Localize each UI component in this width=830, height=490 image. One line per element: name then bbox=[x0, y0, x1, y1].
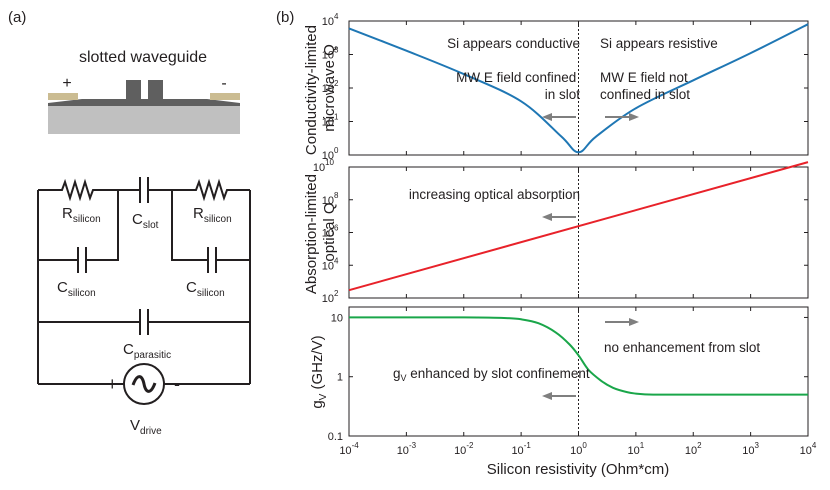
y-tick-label: 104 bbox=[322, 256, 339, 272]
waveguide-illustration: slotted waveguide + - bbox=[48, 49, 240, 134]
source-plus-sign: + bbox=[107, 374, 118, 394]
y-tick-label: 106 bbox=[322, 224, 339, 240]
x-tick-label: 102 bbox=[685, 441, 702, 457]
y-ticks: 102 104 106 108 1010 bbox=[313, 158, 809, 305]
x-ticks: 10-4 10-3 10-2 10-1 100 101 102 103 104 bbox=[339, 441, 817, 457]
y-tick-label: 101 bbox=[322, 113, 339, 129]
arrow-left bbox=[542, 113, 576, 121]
series-line bbox=[348, 23, 809, 154]
equivalent-circuit bbox=[37, 177, 251, 405]
arrow-left bbox=[542, 213, 576, 221]
x-tick-label: 10-1 bbox=[511, 441, 531, 457]
y-tick-label: 10 bbox=[331, 312, 343, 324]
c-silicon-right-label: Csilicon bbox=[186, 279, 225, 299]
x-tick-label: 103 bbox=[742, 441, 759, 457]
annotation-optical-absorption: increasing optical absorption bbox=[409, 187, 580, 202]
x-tick-label: 10-3 bbox=[397, 441, 417, 457]
y-tick-label: 103 bbox=[322, 46, 339, 62]
y-tick-label: 0.1 bbox=[328, 431, 343, 443]
annotation-field-confined: MW E field confined in slot bbox=[456, 70, 580, 102]
panel-a-label: (a) bbox=[8, 9, 26, 26]
minus-sign: - bbox=[221, 75, 226, 92]
plot-gv: 0.1 1 10 10-4 10-3 10-2 10-1 100 101 102 103 104 g… bbox=[309, 306, 817, 478]
y-tick-label: 108 bbox=[322, 191, 339, 207]
plot-optical-q: 102 104 106 108 1010 Absorption-limited opti… bbox=[303, 158, 809, 305]
y-axis-label: Absorption-limited optical Q bbox=[303, 170, 338, 294]
y-ticks: 0.1 1 10 bbox=[328, 307, 809, 443]
y-ticks: 100 101 102 103 104 bbox=[322, 12, 809, 162]
arrow-right bbox=[605, 113, 639, 121]
y-axis-label: Conductivity-limited microwave Q bbox=[303, 21, 338, 155]
v-drive-label: Vdrive bbox=[130, 417, 162, 437]
y-tick-label: 1010 bbox=[313, 158, 335, 174]
y-tick-label: 102 bbox=[322, 289, 339, 305]
plus-sign: + bbox=[62, 75, 71, 92]
r-silicon-right-label: Rsilicon bbox=[193, 205, 232, 225]
panel-b-label: (b) bbox=[276, 9, 294, 26]
ac-symbol bbox=[131, 375, 157, 393]
waveguide-title: slotted waveguide bbox=[79, 49, 207, 66]
annotation-si-resistive: Si appears resistive bbox=[600, 36, 718, 51]
c-silicon-left-label: Csilicon bbox=[57, 279, 96, 299]
annotation-field-not-confined: MW E field not confined in slot bbox=[600, 70, 692, 102]
source-minus-sign: - bbox=[174, 374, 180, 394]
silicon-slab bbox=[48, 80, 240, 106]
x-tick-label: 104 bbox=[800, 441, 817, 457]
x-tick-label: 10-4 bbox=[339, 441, 359, 457]
annotation-no-enhancement: no enhancement from slot bbox=[604, 340, 760, 355]
series-line bbox=[348, 161, 809, 292]
r-silicon-left-label: Rsilicon bbox=[62, 205, 101, 225]
left-electrode bbox=[48, 93, 78, 100]
resistor-left bbox=[38, 178, 140, 202]
x-axis-label: Silicon resistivity (Ohm*cm) bbox=[487, 461, 670, 478]
x-tick-label: 100 bbox=[570, 441, 587, 457]
arrow-right bbox=[605, 318, 639, 326]
y-tick-label: 102 bbox=[322, 79, 339, 95]
x-tick-label: 10-2 bbox=[454, 441, 474, 457]
y-tick-label: 100 bbox=[322, 146, 339, 162]
y-axis-label: gV (GHz/V) bbox=[309, 335, 329, 408]
right-electrode bbox=[210, 93, 240, 100]
panel-a: (a) slotted waveguide + - bbox=[8, 9, 251, 437]
c-slot-label: Cslot bbox=[132, 211, 159, 231]
resistor-right bbox=[148, 178, 250, 202]
plot-microwave-q: 100 101 102 103 104 Conductivity-limited mic… bbox=[303, 12, 809, 162]
substrate bbox=[48, 106, 240, 134]
c-parasitic-label: Cparasitic bbox=[123, 341, 171, 361]
x-tick-label: 101 bbox=[628, 441, 645, 457]
annotation-gv-enhanced: gV enhanced by slot confinement bbox=[393, 366, 590, 383]
series-line bbox=[349, 316, 808, 396]
y-tick-label: 104 bbox=[322, 12, 339, 28]
y-tick-label: 1 bbox=[337, 372, 343, 384]
arrow-left bbox=[542, 392, 576, 400]
voltage-source bbox=[123, 363, 165, 405]
annotation-si-conductive: Si appears conductive bbox=[447, 36, 580, 51]
